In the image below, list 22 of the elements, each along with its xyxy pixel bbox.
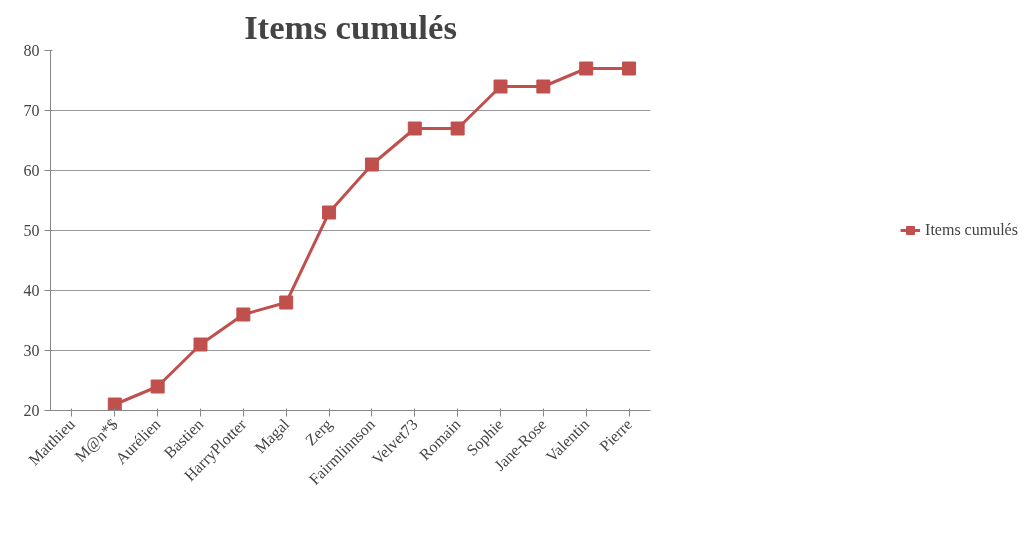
point (279, 295, 294, 310)
y-tick-label: 40 (23, 282, 40, 299)
point (364, 157, 379, 172)
y-tick-label: 80 (23, 42, 40, 59)
point (407, 121, 422, 136)
point (622, 61, 637, 76)
point (193, 337, 208, 352)
point (493, 79, 508, 94)
y-tick-label: 20 (23, 402, 40, 419)
point (107, 397, 122, 411)
point (322, 205, 337, 220)
point (450, 121, 465, 136)
y-tick-label: 30 (23, 342, 40, 359)
chart-title: Items cumulés (244, 7, 457, 46)
point (536, 79, 551, 94)
y-tick-label: 50 (23, 222, 40, 239)
y-tick-label: 70 (23, 102, 40, 119)
legend-label: Items cumulés (925, 221, 1018, 239)
point (236, 307, 251, 322)
y-tick-label: 60 (23, 162, 40, 179)
point (150, 379, 165, 394)
point (579, 61, 594, 76)
